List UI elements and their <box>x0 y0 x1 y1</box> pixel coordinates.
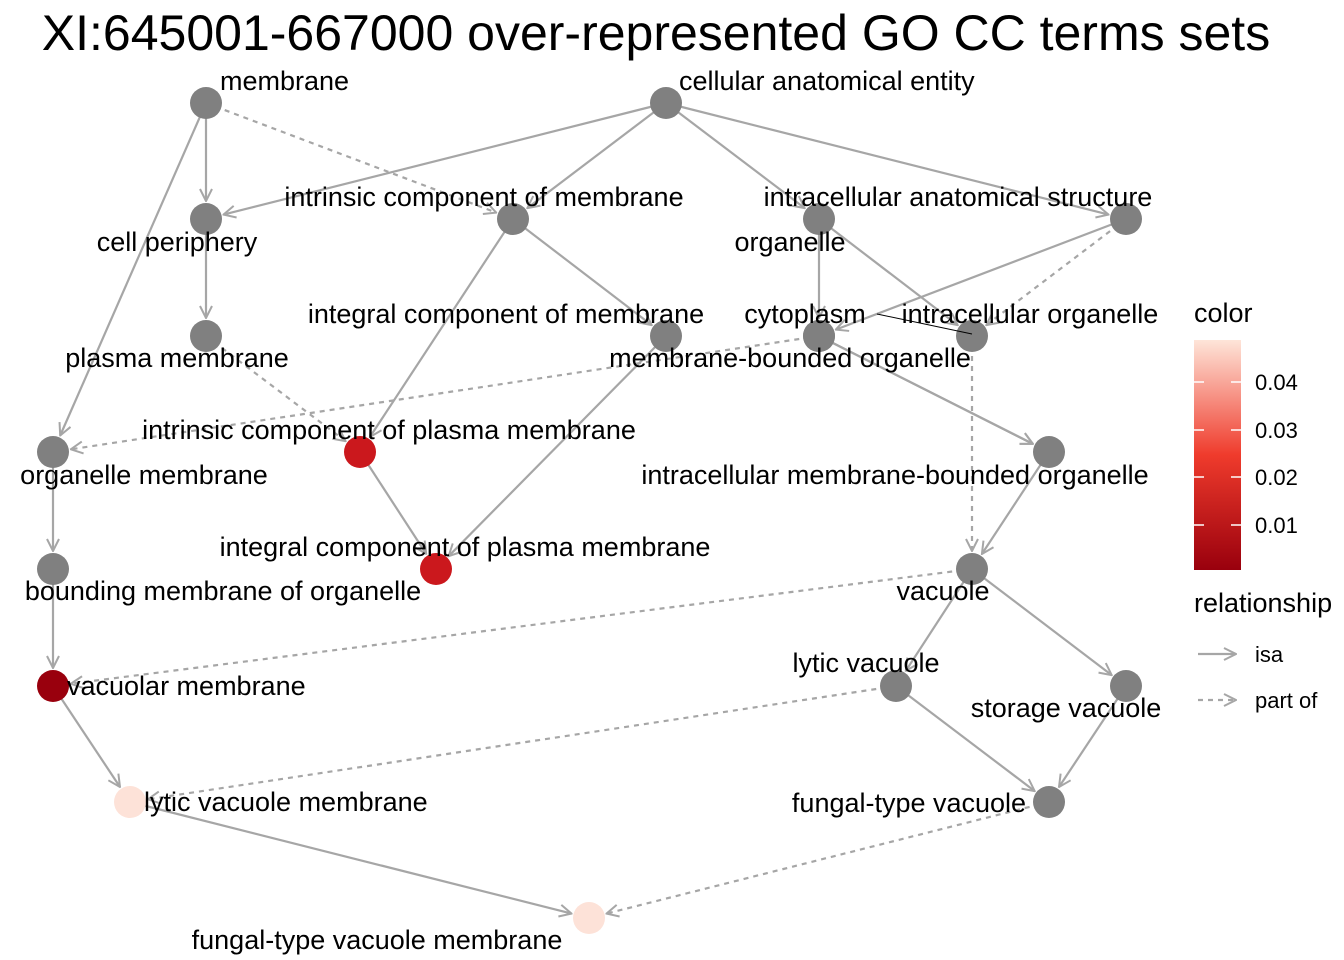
colorbar-ticks: 0.04 0.03 0.02 0.01 <box>1194 370 1298 538</box>
node-intracellular-anatomical-structure <box>1110 203 1142 235</box>
edge-integral-component-of-membrane-to-integral-component-of-plasma-membrane <box>449 335 667 556</box>
label-vacuole: vacuole <box>896 576 989 606</box>
edge-cellular-anatomical-entity-to-intrinsic-component-of-membrane <box>527 102 667 208</box>
label-intrinsic-component-of-membrane: intrinsic component of membrane <box>284 182 683 212</box>
edge-intrinsic-component-of-plasma-membrane-to-integral-component-of-plasma-membrane <box>359 451 426 554</box>
edge-cellular-anatomical-entity-to-cell-periphery <box>224 101 667 215</box>
legend-color-title: color <box>1194 298 1253 328</box>
label-plasma-membrane: plasma membrane <box>65 343 289 373</box>
label-membrane-bounded-organelle: membrane-bounded organelle <box>609 343 971 373</box>
node-integral-component-of-plasma-membrane <box>420 553 452 585</box>
colorbar <box>1194 340 1241 570</box>
edge-cytoplasm-to-organelle-membrane <box>71 334 820 449</box>
label-lytic-vacuole-membrane: lytic vacuole membrane <box>144 787 428 817</box>
legend-label-isa: isa <box>1255 642 1284 667</box>
label-membrane: membrane <box>220 66 349 96</box>
node-integral-component-of-membrane <box>650 320 682 352</box>
node-intracellular-organelle <box>956 320 988 352</box>
label-integral-component-of-plasma-membrane: integral component of plasma membrane <box>220 532 711 562</box>
edge-storage-vacuole-to-fungal-type-vacuole <box>1059 685 1127 787</box>
node-cellular-anatomical-entity <box>650 87 682 119</box>
node-bounding-membrane-of-organelle <box>37 553 69 585</box>
label-intracellular-organelle: intracellular organelle <box>902 299 1159 329</box>
relationship-legend-items: isa part of <box>1198 642 1318 713</box>
legend-label-part-of: part of <box>1255 688 1318 713</box>
edge-membrane-to-intrinsic-component-of-membrane <box>205 101 496 213</box>
label-integral-component-of-membrane: integral component of membrane <box>308 299 704 329</box>
node-intrinsic-component-of-plasma-membrane <box>344 436 376 468</box>
node-lytic-vacuole <box>880 670 912 702</box>
edge-lytic-vacuole-to-lytic-vacuole-membrane <box>148 684 897 799</box>
node-layer <box>37 87 1142 934</box>
label-cytoplasm: cytoplasm <box>744 299 866 329</box>
colorbar-tick-label: 0.04 <box>1255 370 1298 395</box>
edge-vacuole-to-vacuolar-membrane <box>71 567 973 684</box>
node-membrane-bounded-organelle <box>803 320 835 352</box>
node-vacuolar-membrane <box>37 670 69 702</box>
node-vacuole <box>956 553 988 585</box>
node-organelle <box>803 203 835 235</box>
label-intrinsic-component-of-plasma-membrane: intrinsic component of plasma membrane <box>142 415 636 445</box>
edge-fungal-type-vacuole-to-fungal-type-vacuole-membrane <box>607 800 1050 914</box>
node-fungal-type-vacuole <box>1033 786 1065 818</box>
edge-membrane-bounded-organelle-to-intracellular-membrane-bounded-organelle <box>818 335 1033 444</box>
label-fungal-type-vacuole: fungal-type vacuole <box>792 788 1026 818</box>
node-lytic-vacuole-membrane <box>114 786 146 818</box>
node-fungal-type-vacuole-membrane <box>573 902 605 934</box>
edge-vacuole-to-lytic-vacuole <box>906 568 973 671</box>
edge-organelle-to-intracellular-organelle <box>818 218 958 325</box>
label-layer: membrane cellular anatomical entity cell p… <box>20 66 1161 955</box>
label-organelle-membrane: organelle membrane <box>20 460 268 490</box>
edge-membrane-to-organelle-membrane <box>60 102 208 436</box>
label-cellular-anatomical-entity: cellular anatomical entity <box>679 66 975 96</box>
node-membrane <box>190 87 222 119</box>
label-vacuolar-membrane: vacuolar membrane <box>67 671 306 701</box>
label-fungal-type-vacuole-membrane: fungal-type vacuole membrane <box>192 925 563 955</box>
graph-title: XI:645001-667000 over-represented GO CC … <box>42 5 1270 61</box>
node-intrinsic-component-of-membrane <box>497 203 529 235</box>
label-lytic-vacuole: lytic vacuole <box>792 648 939 678</box>
edge-lytic-vacuole-to-fungal-type-vacuole <box>895 685 1035 791</box>
edge-layer <box>52 101 1127 914</box>
colorbar-tick-label: 0.03 <box>1255 418 1298 443</box>
label-organelle: organelle <box>734 227 845 257</box>
edge-intracellular-anatomical-structure-to-membrane-bounded-organelle <box>836 217 1127 330</box>
node-plasma-membrane <box>190 320 222 352</box>
node-intracellular-membrane-bounded-organelle <box>1033 436 1065 468</box>
colorbar-tick-label: 0.02 <box>1255 465 1298 490</box>
colorbar-tick-label: 0.01 <box>1255 513 1298 538</box>
label-cell-periphery: cell periphery <box>97 227 258 257</box>
edge-cellular-anatomical-entity-to-intracellular-anatomical-structure <box>665 101 1109 215</box>
edge-intrinsic-component-of-membrane-to-integral-component-of-membrane <box>512 218 652 325</box>
node-storage-vacuole <box>1110 670 1142 702</box>
edge-lytic-vacuole-membrane-to-fungal-type-vacuole-membrane <box>129 800 572 914</box>
legend-relationship-title: relationship <box>1194 588 1332 618</box>
label-bounding-membrane-of-organelle: bounding membrane of organelle <box>25 576 421 606</box>
label-intracellular-membrane-bounded-organelle: intracellular membrane-bounded organelle <box>641 460 1148 490</box>
edge-cellular-anatomical-entity-to-organelle <box>665 102 805 208</box>
edge-vacuolar-membrane-to-lytic-vacuole-membrane <box>52 685 120 787</box>
node-organelle-membrane <box>37 436 69 468</box>
label-leader-line <box>876 313 973 335</box>
label-storage-vacuole: storage vacuole <box>971 693 1162 723</box>
label-intracellular-anatomical-structure: intracellular anatomical structure <box>764 182 1153 212</box>
edge-intracellular-membrane-bounded-organelle-to-vacuole <box>982 451 1050 554</box>
legend: color 0.04 0.03 0.02 0.01 relationship isa p… <box>1194 298 1332 713</box>
edge-vacuole-to-storage-vacuole <box>971 568 1112 675</box>
node-cell-periphery <box>190 203 222 235</box>
